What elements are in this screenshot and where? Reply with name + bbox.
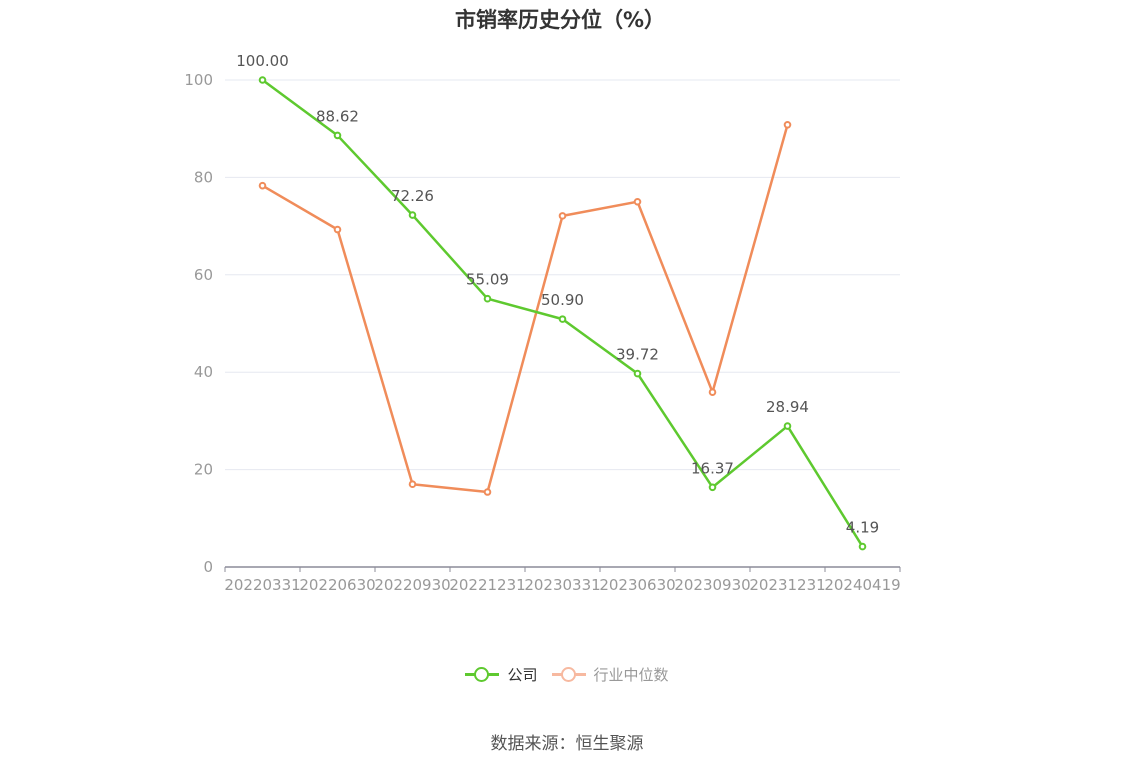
data-label: 55.09 [466, 271, 509, 289]
y-tick-label: 80 [194, 168, 213, 186]
data-point [558, 315, 567, 323]
data-label: 39.72 [616, 346, 659, 364]
x-tick-label: 20230630 [599, 576, 675, 594]
data-point [483, 294, 492, 303]
series-line [261, 78, 864, 548]
data-point [258, 181, 267, 190]
legend-label: 公司 [507, 666, 538, 684]
x-tick-label: 20240419 [824, 576, 900, 594]
data-label: 50.90 [541, 291, 584, 309]
x-tick-label: 20230930 [674, 576, 750, 594]
y-tick-label: 20 [194, 461, 213, 479]
data-label: 100.00 [236, 52, 289, 70]
legend-item-industry-median[interactable]: 行业中位数 [551, 664, 669, 685]
data-point [633, 369, 642, 378]
data-point [708, 388, 717, 396]
data-label: 72.26 [391, 187, 434, 205]
data-label: 28.94 [766, 398, 809, 416]
x-tick-label: 20220331 [224, 576, 300, 594]
chart-legend: 公司 行业中位数 [0, 664, 1134, 685]
data-point [783, 422, 792, 430]
data-point [408, 480, 417, 489]
data-point [408, 211, 417, 219]
chart-title: 市销率历史分位（%） [454, 8, 666, 32]
data-label: 4.19 [846, 519, 879, 537]
x-tick-label: 20220930 [374, 576, 450, 594]
legend-marker-icon [465, 667, 500, 683]
x-tick-label: 20221231 [449, 576, 525, 594]
data-label: 88.62 [316, 107, 359, 125]
data-point [333, 225, 342, 234]
x-tick-label: 20230331 [524, 576, 600, 594]
x-tick-label: 20220630 [299, 576, 375, 594]
series-line [261, 124, 789, 494]
data-point [783, 121, 792, 129]
data-point [333, 131, 342, 140]
y-tick-label: 40 [194, 363, 213, 381]
legend-label: 行业中位数 [593, 666, 669, 684]
y-tick-label: 60 [194, 266, 213, 284]
data-point [483, 488, 492, 496]
data-point [558, 212, 567, 220]
line-chart: 0 20 40 60 80 100 2022033120220630202209302022… [184, 52, 900, 594]
x-tick-label: 20231231 [749, 576, 825, 594]
data-point [633, 197, 642, 206]
legend-item-company[interactable]: 公司 [465, 664, 538, 685]
data-point [708, 483, 717, 492]
legend-marker-icon [551, 667, 586, 683]
data-point [258, 76, 267, 84]
y-tick-label: 0 [203, 558, 213, 576]
data-source-note: 数据来源：恒生聚源 [490, 734, 644, 754]
data-point [858, 542, 867, 551]
y-tick-label: 100 [184, 71, 213, 89]
data-label: 16.37 [691, 459, 734, 477]
